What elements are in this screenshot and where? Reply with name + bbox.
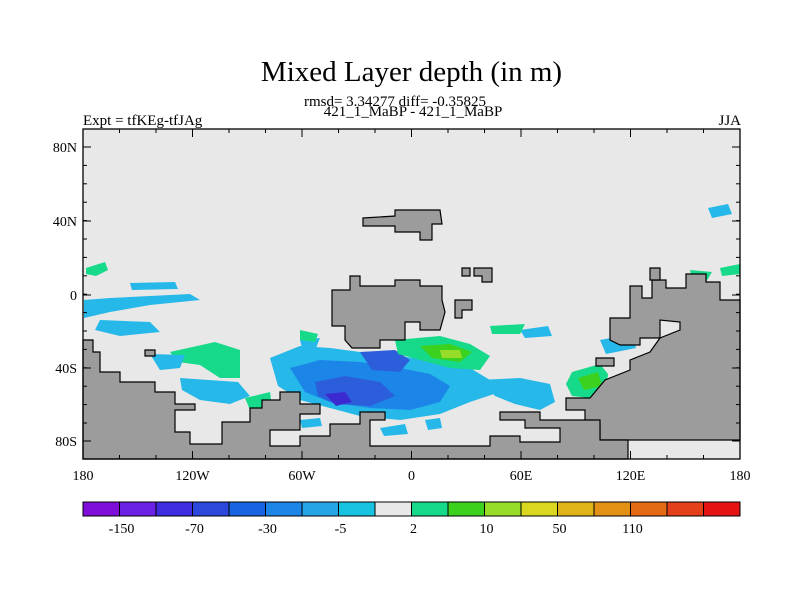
cyan-patch <box>520 326 552 338</box>
lon-tick-label: 120E <box>616 469 646 484</box>
lat-tick-label: 0 <box>70 289 77 304</box>
land-small-island <box>144 349 156 357</box>
land-masses <box>82 209 741 460</box>
map-field <box>82 128 741 460</box>
lon-tick-label: 180 <box>730 469 751 484</box>
cyan-patch <box>380 424 408 436</box>
lat-tick-label: 40S <box>55 362 77 377</box>
lime-anomaly <box>440 350 462 358</box>
colorbar-swatch <box>666 501 704 517</box>
colorbar-label: 10 <box>480 522 494 537</box>
land-small-island <box>595 357 615 367</box>
map-title: Mixed Layer depth (in m) <box>260 56 563 88</box>
cyan-patch <box>180 378 250 404</box>
experiment-label: Expt = tfKEg-tfJAg <box>83 113 203 129</box>
colorbar-swatch <box>520 501 558 517</box>
colorbar-swatch <box>82 501 120 517</box>
land-small-island <box>461 267 471 277</box>
colorbar-labels: -150 -70 -30 -5 2 10 50 110 <box>109 522 643 537</box>
lon-tick-label: 60W <box>288 469 316 484</box>
colorbar-swatch <box>155 501 193 517</box>
cyan-patch <box>84 294 200 318</box>
colorbar-swatch <box>374 501 412 517</box>
cyan-patch <box>425 418 442 430</box>
colorbar-label: -5 <box>335 522 347 537</box>
lon-tick-label: 0 <box>408 469 415 484</box>
cyan-patch <box>708 204 732 218</box>
colorbar-swatch <box>228 501 266 517</box>
lon-tick-label: 60E <box>510 469 533 484</box>
stats-subtitle: rmsd= 3.34277 diff= -0.35825 <box>303 94 487 110</box>
latitude-axis: 80N 40N 0 40S 80S <box>53 141 740 450</box>
longitude-axis: 180 120W 60W 0 60E 120E 180 <box>73 129 751 484</box>
colorbar-label: -30 <box>258 522 277 537</box>
lat-tick-label: 80N <box>53 141 77 156</box>
colorbar-swatch <box>703 501 741 517</box>
land-small-island <box>649 267 661 281</box>
lat-tick-label: 40N <box>53 215 77 230</box>
colorbar <box>82 501 741 517</box>
land-western-block <box>82 339 629 460</box>
green-patch <box>490 324 525 334</box>
darkest-anomaly-core <box>325 392 352 406</box>
land-northern-block <box>362 209 443 241</box>
land-small-island <box>454 299 473 319</box>
green-patch <box>86 262 108 276</box>
colorbar-label: -150 <box>109 522 135 537</box>
colorbar-swatch <box>411 501 449 517</box>
cyan-patch <box>480 378 555 410</box>
season-label: JJA <box>718 113 741 129</box>
cyan-patch <box>130 282 178 290</box>
cyan-patch <box>150 354 185 370</box>
colorbar-swatch <box>338 501 376 517</box>
land-central-continent <box>331 275 446 349</box>
lat-tick-label: 80S <box>55 435 77 450</box>
colorbar-swatch <box>593 501 631 517</box>
colorbar-swatch <box>119 501 157 517</box>
land-small-island <box>473 267 493 283</box>
colorbar-swatch <box>557 501 595 517</box>
green-patch <box>170 342 240 378</box>
colorbar-swatch <box>630 501 668 517</box>
colorbar-label: 50 <box>553 522 567 537</box>
runs-subtitle: 421_1_MaBP - 421_1_MaBP <box>323 104 503 120</box>
green-patch <box>300 330 318 342</box>
colorbar-swatch <box>484 501 522 517</box>
colorbar-swatch <box>265 501 303 517</box>
colorbar-label: 110 <box>622 522 642 537</box>
colorbar-swatch <box>192 501 230 517</box>
cyan-patch <box>95 320 160 336</box>
blue-anomaly-region <box>360 350 410 372</box>
cyan-patch <box>300 418 322 428</box>
colorbar-label: 2 <box>410 522 417 537</box>
colorbar-swatch <box>301 501 339 517</box>
lon-tick-label: 120W <box>175 469 210 484</box>
darker-green-anomaly <box>578 372 602 390</box>
colorbar-label: -70 <box>185 522 204 537</box>
lon-tick-label: 180 <box>73 469 94 484</box>
colorbar-swatch <box>447 501 485 517</box>
green-patch <box>720 264 740 276</box>
